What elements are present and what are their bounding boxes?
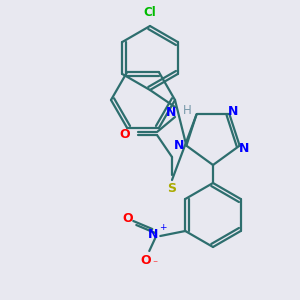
Text: N: N xyxy=(148,227,158,241)
Text: N: N xyxy=(166,106,176,118)
Text: O: O xyxy=(140,254,151,268)
Text: Cl: Cl xyxy=(144,6,156,19)
Text: N: N xyxy=(238,142,249,155)
Text: O: O xyxy=(122,212,133,226)
Text: +: + xyxy=(160,223,167,232)
Text: O: O xyxy=(119,128,130,142)
Text: ⁻: ⁻ xyxy=(153,259,158,269)
Text: N: N xyxy=(174,139,184,152)
Text: N: N xyxy=(228,105,239,118)
Text: S: S xyxy=(167,182,176,195)
Text: H: H xyxy=(183,103,191,116)
